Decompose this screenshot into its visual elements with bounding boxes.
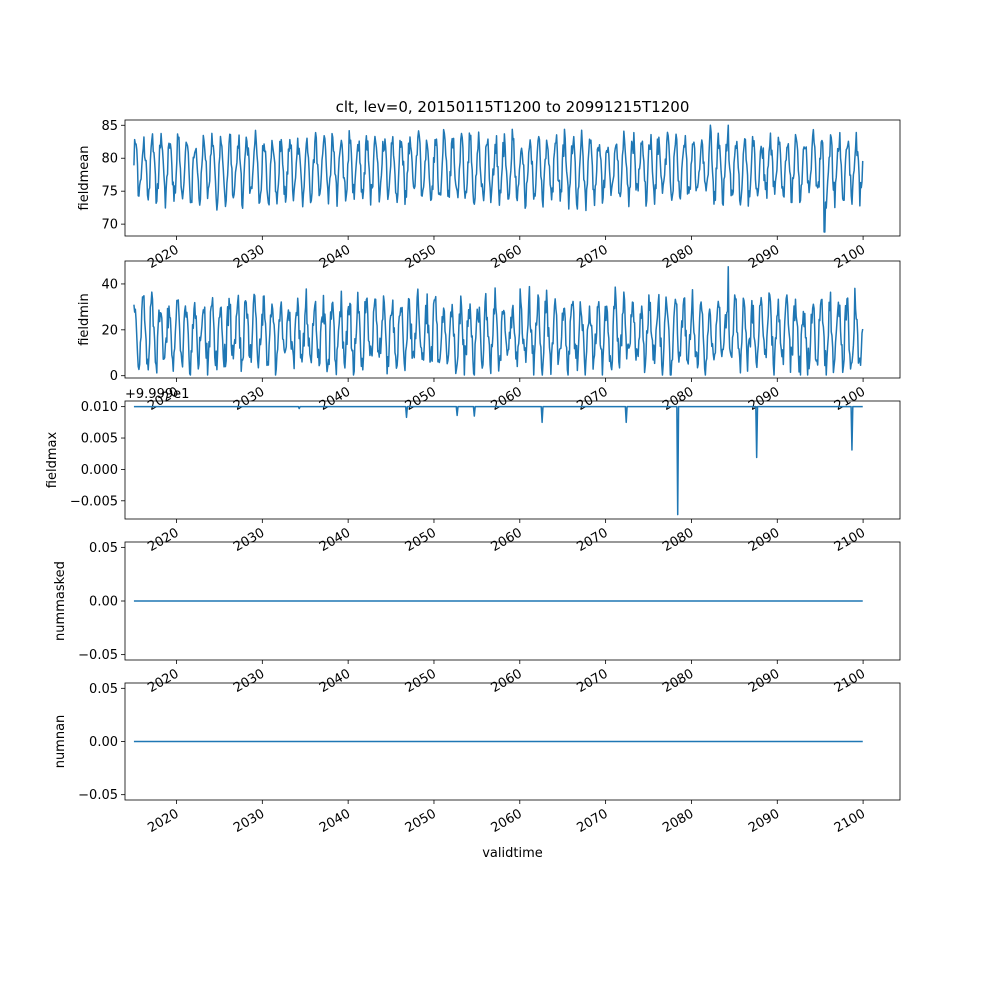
y-tick-label: 0.000	[81, 463, 118, 478]
y-tick-label: 70	[101, 218, 118, 233]
x-tick-label: 2040	[317, 384, 353, 414]
x-tick-label: 2100	[832, 525, 868, 555]
x-tick-label: 2090	[746, 525, 782, 555]
subplot-fieldmean: 70 75 80 85 2020 2030 2040 2050 2060 2070 2080 2090…	[77, 98, 901, 272]
y-axis-label: fieldmax	[45, 432, 60, 489]
x-tick-label: 2070	[574, 525, 610, 555]
y-tick-label: 0.00	[89, 595, 118, 610]
x-tick-label: 2090	[746, 666, 782, 696]
x-tick-label: 2030	[231, 806, 267, 836]
x-tick-label: 2040	[317, 666, 353, 696]
y-axis-label: numnan	[53, 715, 68, 769]
y-axis-label: fieldmin	[77, 293, 92, 346]
x-tick-label: 2060	[489, 242, 525, 272]
x-tick-label: 2080	[660, 666, 696, 696]
chart-title: clt, lev=0, 20150115T1200 to 20991215T12…	[336, 98, 690, 116]
x-axis-label: validtime	[482, 846, 543, 861]
x-tick-label: 2050	[403, 525, 439, 555]
y-tick-label: −0.005	[70, 494, 118, 509]
x-tick-label: 2080	[660, 242, 696, 272]
x-tick-label: 2030	[231, 242, 267, 272]
x-tick-label: 2090	[746, 384, 782, 414]
x-tick-label: 2070	[574, 384, 610, 414]
x-tick-label: 2100	[832, 242, 868, 272]
x-tick-label: 2070	[574, 666, 610, 696]
x-tick-label: 2080	[660, 525, 696, 555]
x-tick-label: 2070	[574, 242, 610, 272]
x-tick-label: 2060	[489, 806, 525, 836]
x-tick-label: 2020	[145, 806, 181, 836]
series-line-fieldmean	[133, 124, 864, 233]
x-tick-label: 2100	[832, 666, 868, 696]
x-tick-label: 2090	[746, 806, 782, 836]
axes-frame	[124, 400, 901, 520]
series-line-fieldmin	[133, 265, 864, 376]
y-tick-label: 85	[101, 119, 118, 134]
subplot-numnan: −0.05 0.00 0.05 2020 2030 2040 2050 2060 2070 208…	[53, 682, 901, 861]
subplot-nummasked: −0.05 0.00 0.05 2020 2030 2040 2050 2060 2070 208…	[53, 541, 901, 696]
x-tick-label: 2090	[746, 242, 782, 272]
y-tick-label: 0.05	[89, 682, 118, 697]
x-tick-label: 2100	[832, 384, 868, 414]
y-tick-label: 40	[101, 277, 118, 292]
x-tick-label: 2020	[145, 666, 181, 696]
x-tick-label: 2030	[231, 384, 267, 414]
subplot-fieldmax: −0.005 0.000 0.005 0.010 2020 2030 2040 2050 206…	[45, 387, 901, 555]
x-tick-label: 2060	[489, 666, 525, 696]
y-tick-label: −0.05	[78, 788, 118, 803]
y-tick-label: −0.05	[78, 648, 118, 663]
axes-frame	[124, 119, 901, 237]
x-tick-label: 2060	[489, 384, 525, 414]
x-tick-label: 2030	[231, 525, 267, 555]
x-tick-label: 2050	[403, 384, 439, 414]
x-tick-label: 2040	[317, 525, 353, 555]
y-tick-label: 0.010	[81, 400, 118, 415]
y-tick-label: 0	[110, 369, 118, 384]
y-tick-label: 0.05	[89, 541, 118, 556]
x-tick-label: 2050	[403, 806, 439, 836]
y-tick-label: 80	[101, 152, 118, 167]
axes-frame	[124, 260, 901, 379]
x-tick-label: 2050	[403, 666, 439, 696]
x-tick-label: 2020	[145, 242, 181, 272]
y-axis-label: fieldmean	[77, 146, 92, 211]
series-line-fieldmax	[133, 405, 863, 516]
x-tick-label: 2080	[660, 806, 696, 836]
y-offset-text: +9.999e1	[125, 387, 189, 402]
x-tick-label: 2040	[317, 806, 353, 836]
y-tick-label: 20	[101, 323, 118, 338]
x-tick-label: 2100	[832, 806, 868, 836]
x-tick-label: 2060	[489, 525, 525, 555]
y-axis-label: nummasked	[53, 561, 68, 641]
x-tick-label: 2020	[145, 525, 181, 555]
y-tick-label: 0.00	[89, 735, 118, 750]
x-tick-label: 2050	[403, 242, 439, 272]
x-tick-label: 2040	[317, 242, 353, 272]
x-tick-label: 2030	[231, 666, 267, 696]
y-tick-label: 75	[101, 185, 118, 200]
y-tick-label: 0.005	[81, 432, 118, 447]
x-tick-label: 2070	[574, 806, 610, 836]
